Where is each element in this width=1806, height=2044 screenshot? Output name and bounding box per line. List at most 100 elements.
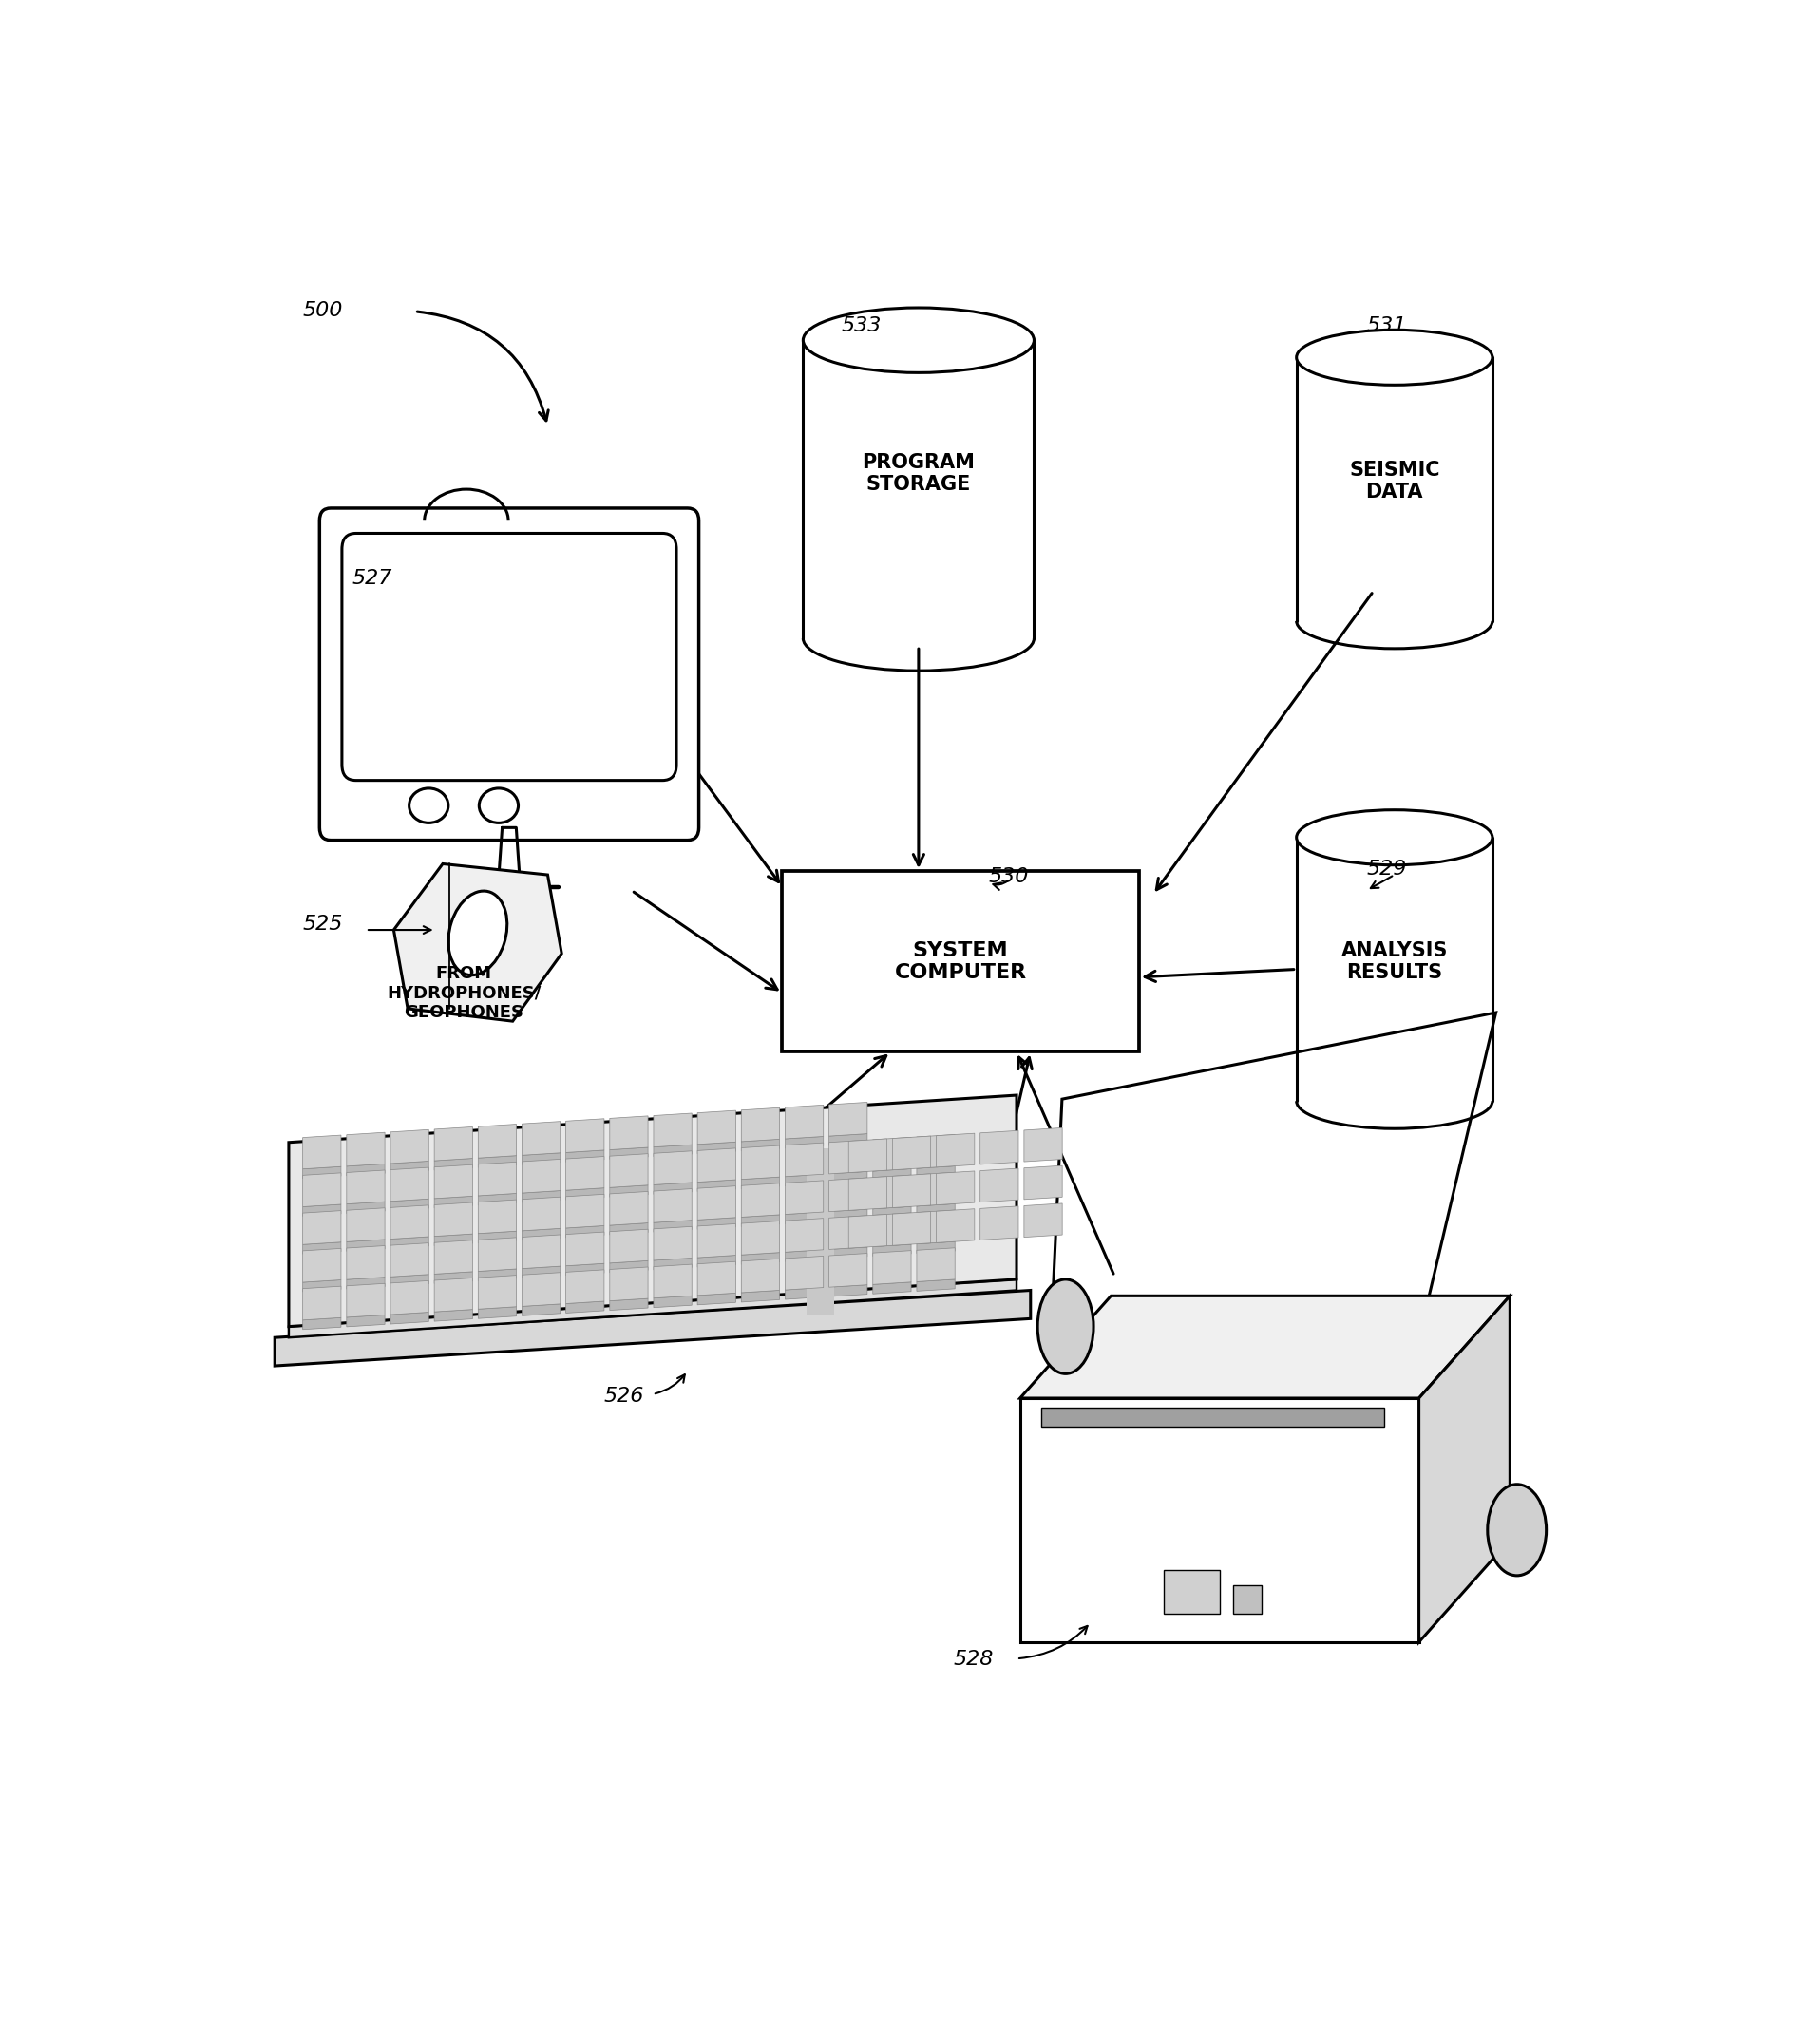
- Ellipse shape: [804, 309, 1035, 372]
- Ellipse shape: [1297, 329, 1492, 384]
- Polygon shape: [849, 1177, 887, 1210]
- Polygon shape: [917, 1134, 955, 1169]
- Ellipse shape: [1037, 1280, 1094, 1374]
- Polygon shape: [981, 1130, 1019, 1165]
- Polygon shape: [917, 1247, 955, 1282]
- Ellipse shape: [1488, 1484, 1546, 1576]
- Polygon shape: [872, 1169, 910, 1181]
- Polygon shape: [917, 1165, 955, 1177]
- Polygon shape: [697, 1294, 735, 1304]
- Polygon shape: [740, 1220, 780, 1255]
- Polygon shape: [522, 1228, 560, 1241]
- Polygon shape: [892, 1212, 930, 1245]
- Text: 530: 530: [988, 867, 1029, 887]
- Ellipse shape: [410, 789, 448, 824]
- Polygon shape: [522, 1235, 560, 1269]
- Polygon shape: [433, 1271, 473, 1284]
- Polygon shape: [433, 1235, 473, 1245]
- Polygon shape: [610, 1228, 648, 1263]
- Polygon shape: [433, 1278, 473, 1312]
- Polygon shape: [872, 1251, 910, 1284]
- Polygon shape: [849, 1139, 887, 1173]
- Polygon shape: [697, 1255, 735, 1267]
- Polygon shape: [610, 1192, 648, 1224]
- Polygon shape: [654, 1265, 692, 1298]
- Polygon shape: [522, 1304, 560, 1316]
- Polygon shape: [347, 1202, 385, 1214]
- Polygon shape: [697, 1224, 735, 1257]
- Polygon shape: [829, 1286, 867, 1296]
- Bar: [782, 871, 1140, 1053]
- Text: 526: 526: [603, 1388, 645, 1406]
- Polygon shape: [697, 1110, 735, 1145]
- Polygon shape: [303, 1173, 341, 1206]
- Polygon shape: [610, 1267, 648, 1300]
- Polygon shape: [303, 1243, 341, 1253]
- Polygon shape: [433, 1165, 473, 1198]
- Polygon shape: [697, 1143, 735, 1153]
- Polygon shape: [654, 1181, 692, 1194]
- Polygon shape: [740, 1214, 780, 1226]
- Polygon shape: [390, 1167, 428, 1202]
- Polygon shape: [807, 1149, 834, 1316]
- Polygon shape: [479, 1230, 517, 1243]
- Polygon shape: [347, 1163, 385, 1175]
- Text: 533: 533: [842, 317, 881, 335]
- Polygon shape: [347, 1132, 385, 1167]
- Polygon shape: [829, 1253, 867, 1288]
- Polygon shape: [347, 1314, 385, 1327]
- Polygon shape: [917, 1210, 955, 1245]
- Polygon shape: [654, 1151, 692, 1186]
- Polygon shape: [347, 1284, 385, 1316]
- Polygon shape: [829, 1134, 867, 1145]
- Polygon shape: [829, 1171, 867, 1183]
- Polygon shape: [849, 1214, 887, 1249]
- Polygon shape: [786, 1249, 824, 1261]
- Polygon shape: [981, 1206, 1019, 1241]
- Polygon shape: [433, 1310, 473, 1320]
- Bar: [1163, 1570, 1219, 1615]
- Polygon shape: [917, 1241, 955, 1253]
- Polygon shape: [390, 1243, 428, 1278]
- Polygon shape: [1420, 1296, 1510, 1641]
- Polygon shape: [390, 1273, 428, 1286]
- Polygon shape: [786, 1212, 824, 1224]
- Polygon shape: [390, 1206, 428, 1239]
- Polygon shape: [479, 1161, 517, 1196]
- Polygon shape: [347, 1239, 385, 1251]
- Polygon shape: [433, 1159, 473, 1171]
- Polygon shape: [390, 1237, 428, 1249]
- Polygon shape: [654, 1190, 692, 1222]
- Polygon shape: [697, 1261, 735, 1296]
- Polygon shape: [565, 1188, 605, 1200]
- Polygon shape: [786, 1136, 824, 1149]
- Polygon shape: [303, 1286, 341, 1320]
- Polygon shape: [786, 1106, 824, 1139]
- FancyBboxPatch shape: [320, 509, 699, 840]
- Polygon shape: [522, 1159, 560, 1194]
- Text: 525: 525: [303, 916, 343, 934]
- Polygon shape: [565, 1157, 605, 1190]
- Polygon shape: [522, 1192, 560, 1202]
- Polygon shape: [740, 1108, 780, 1143]
- Polygon shape: [654, 1114, 692, 1147]
- Polygon shape: [522, 1273, 560, 1306]
- Polygon shape: [347, 1208, 385, 1243]
- Polygon shape: [1047, 1012, 1495, 1398]
- Polygon shape: [786, 1181, 824, 1214]
- Polygon shape: [740, 1290, 780, 1302]
- Polygon shape: [289, 1096, 1017, 1327]
- Ellipse shape: [1297, 809, 1492, 865]
- Polygon shape: [610, 1261, 648, 1273]
- Text: PROGRAM
STORAGE: PROGRAM STORAGE: [861, 454, 975, 495]
- Polygon shape: [610, 1153, 648, 1188]
- Polygon shape: [829, 1216, 867, 1249]
- Polygon shape: [303, 1318, 341, 1329]
- Polygon shape: [917, 1204, 955, 1216]
- Polygon shape: [697, 1186, 735, 1220]
- Polygon shape: [303, 1280, 341, 1292]
- Polygon shape: [479, 1194, 517, 1206]
- Polygon shape: [347, 1278, 385, 1290]
- Polygon shape: [829, 1210, 867, 1220]
- Polygon shape: [872, 1282, 910, 1294]
